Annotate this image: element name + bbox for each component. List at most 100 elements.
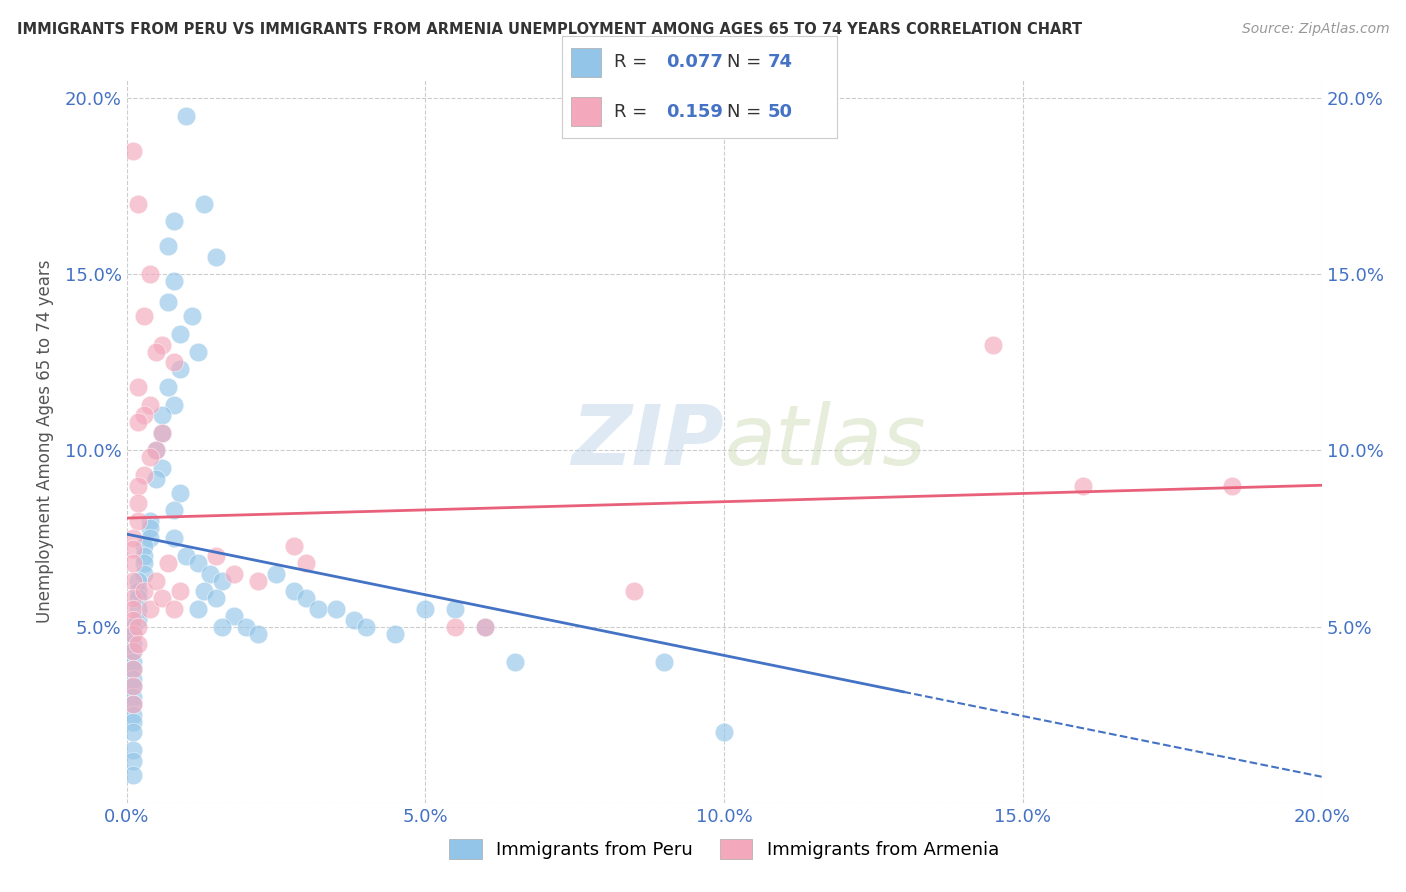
Point	[121, 619, 143, 633]
Point	[152, 408, 174, 422]
Point	[152, 425, 174, 440]
Point	[444, 619, 467, 633]
Point	[134, 584, 156, 599]
Point	[187, 556, 209, 570]
Text: Source: ZipAtlas.com: Source: ZipAtlas.com	[1241, 22, 1389, 37]
Point	[181, 310, 204, 324]
Text: 0.159: 0.159	[666, 103, 724, 120]
Point	[121, 144, 143, 158]
Point	[283, 584, 305, 599]
Point	[121, 532, 143, 546]
Point	[121, 574, 143, 588]
Point	[474, 619, 496, 633]
Point	[205, 591, 228, 606]
Point	[121, 680, 143, 694]
Point	[163, 274, 186, 288]
Point	[134, 556, 156, 570]
Point	[145, 574, 167, 588]
Point	[121, 680, 143, 694]
Point	[205, 250, 228, 264]
Point	[325, 602, 347, 616]
Point	[127, 496, 149, 510]
Point	[222, 566, 246, 581]
Point	[247, 626, 270, 640]
Point	[134, 310, 156, 324]
Point	[127, 380, 149, 394]
Point	[121, 626, 143, 640]
Point	[415, 602, 437, 616]
Point	[294, 591, 316, 606]
Point	[307, 602, 329, 616]
Point	[134, 408, 156, 422]
Point	[169, 362, 191, 376]
Point	[134, 468, 156, 483]
Point	[121, 690, 143, 704]
Point	[169, 584, 191, 599]
FancyBboxPatch shape	[571, 97, 600, 126]
Point	[193, 196, 215, 211]
Point	[121, 626, 143, 640]
Point	[205, 549, 228, 563]
Text: IMMIGRANTS FROM PERU VS IMMIGRANTS FROM ARMENIA UNEMPLOYMENT AMONG AGES 65 TO 74: IMMIGRANTS FROM PERU VS IMMIGRANTS FROM …	[17, 22, 1083, 37]
Point	[121, 697, 143, 711]
Point	[127, 584, 149, 599]
Point	[134, 539, 156, 553]
Point	[127, 637, 149, 651]
Point	[174, 109, 197, 123]
Point	[503, 655, 526, 669]
Point	[121, 725, 143, 739]
Point	[264, 566, 287, 581]
Point	[354, 619, 377, 633]
Point	[444, 602, 467, 616]
Point	[145, 344, 167, 359]
Point	[187, 344, 209, 359]
Point	[222, 609, 246, 624]
Point	[121, 542, 143, 557]
Point	[127, 415, 149, 429]
Text: 74: 74	[768, 54, 793, 71]
Point	[145, 443, 167, 458]
FancyBboxPatch shape	[571, 48, 600, 77]
Text: R =: R =	[614, 103, 654, 120]
Point	[127, 613, 149, 627]
Point	[294, 556, 316, 570]
Point	[145, 471, 167, 485]
Text: 0.077: 0.077	[666, 54, 724, 71]
Legend: Immigrants from Peru, Immigrants from Armenia: Immigrants from Peru, Immigrants from Ar…	[441, 831, 1007, 866]
Point	[163, 602, 186, 616]
Point	[283, 539, 305, 553]
Point	[200, 566, 222, 581]
Point	[152, 425, 174, 440]
Point	[169, 485, 191, 500]
Point	[139, 398, 162, 412]
Point	[163, 355, 186, 369]
Point	[121, 655, 143, 669]
Point	[134, 566, 156, 581]
Point	[163, 398, 186, 412]
Point	[121, 714, 143, 729]
Text: N =: N =	[727, 103, 766, 120]
Point	[139, 602, 162, 616]
Point	[343, 613, 366, 627]
Point	[139, 514, 162, 528]
Point	[652, 655, 675, 669]
Point	[1071, 478, 1094, 492]
Point	[127, 619, 149, 633]
Point	[235, 619, 257, 633]
Point	[623, 584, 645, 599]
Point	[121, 673, 143, 687]
Text: ZIP: ZIP	[571, 401, 724, 482]
Point	[139, 532, 162, 546]
Point	[121, 591, 143, 606]
Point	[121, 697, 143, 711]
Point	[157, 380, 180, 394]
Point	[152, 461, 174, 475]
Point	[152, 337, 174, 351]
Point	[157, 295, 180, 310]
Text: atlas: atlas	[724, 401, 925, 482]
Point	[127, 574, 149, 588]
Point	[193, 584, 215, 599]
Y-axis label: Unemployment Among Ages 65 to 74 years: Unemployment Among Ages 65 to 74 years	[35, 260, 53, 624]
Point	[127, 591, 149, 606]
Point	[121, 556, 143, 570]
